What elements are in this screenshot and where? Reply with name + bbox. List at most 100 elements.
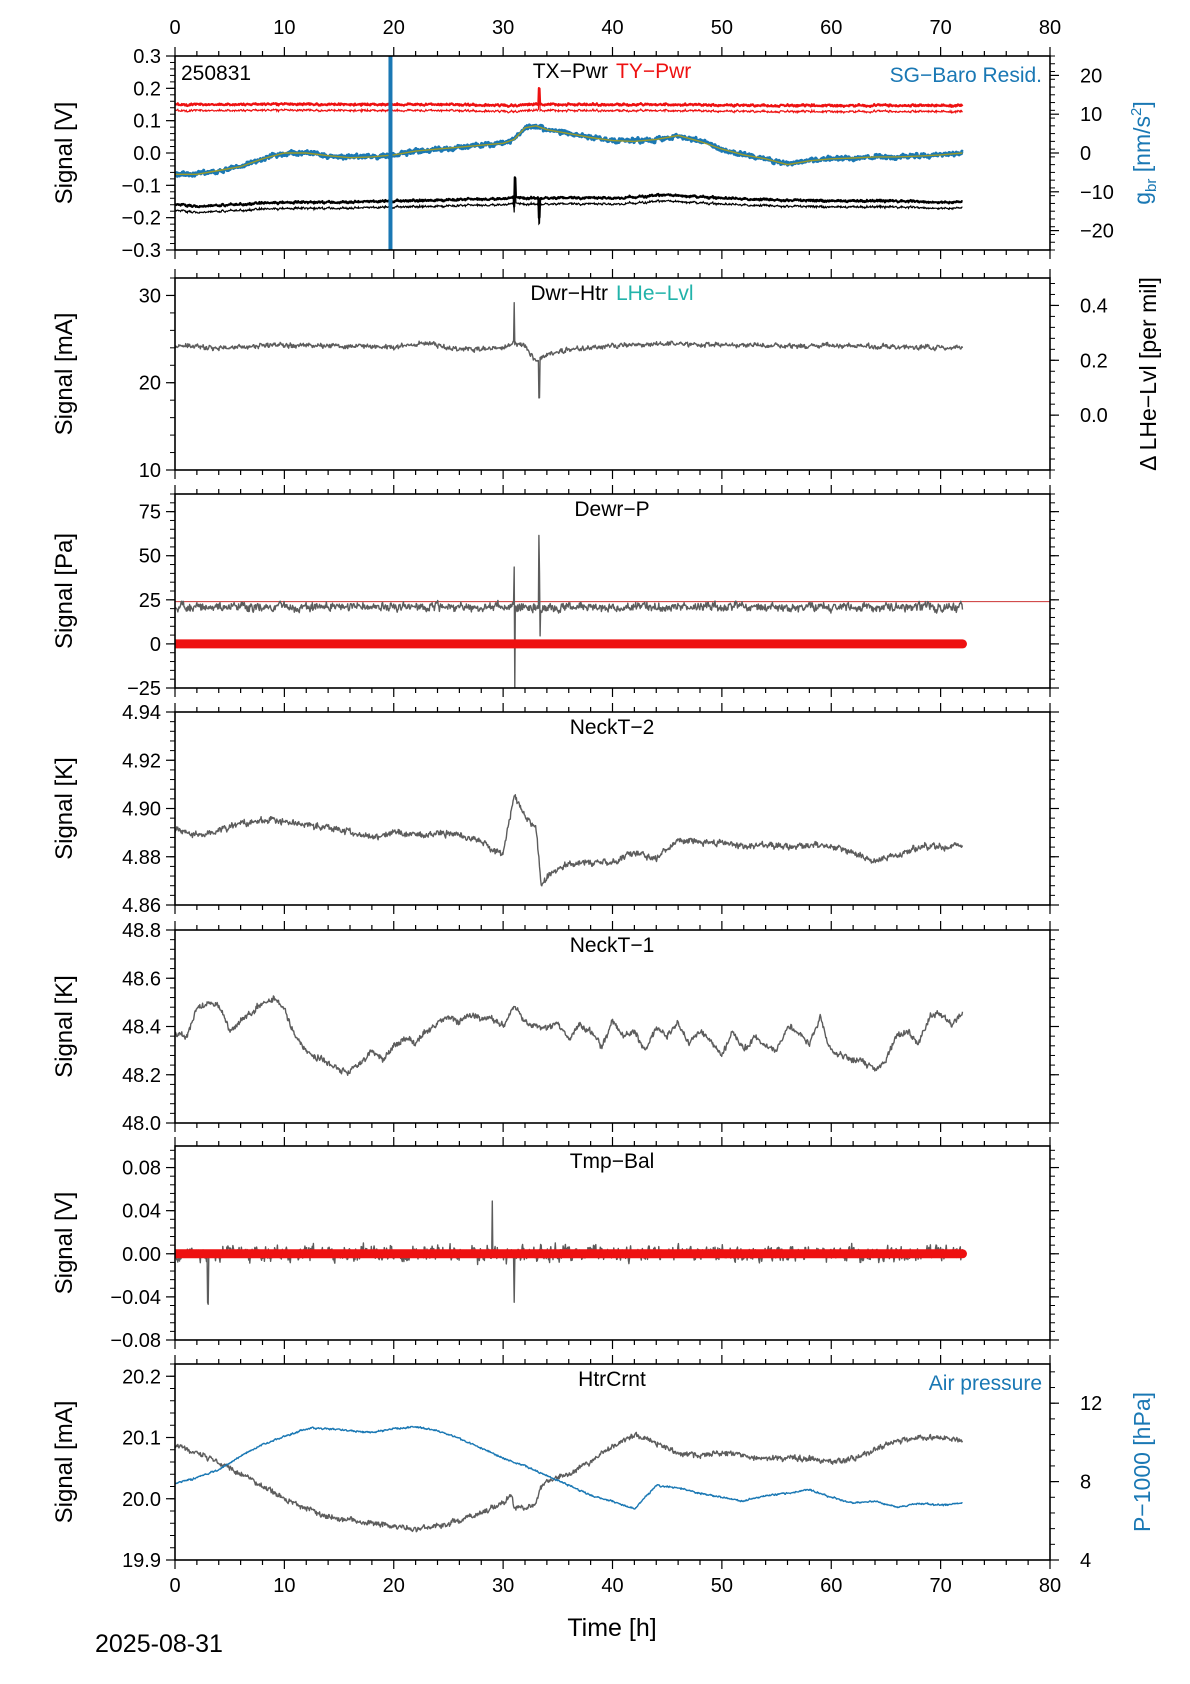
y-tick-label: 0 [150, 634, 161, 656]
panel-frame [174, 493, 1051, 689]
x-tick-label-bottom: 70 [930, 1575, 952, 1597]
x-tick-label-bottom: 10 [273, 1575, 295, 1597]
panel-title: NeckT−1 [570, 934, 655, 957]
series-group [175, 56, 964, 250]
panel-frame [174, 55, 1051, 251]
x-tick-label-top: 20 [383, 17, 405, 39]
series-group [175, 534, 1050, 688]
panel-p2: 10 20 30 0.0 0.2 0.4 Δ LHe−Lvl [per mil] Signal… [51, 269, 1161, 482]
series-group [175, 794, 964, 887]
panel-frame [174, 1363, 1051, 1561]
y-tick-label: 0.0 [133, 143, 161, 165]
right-y-tick-label: 0.2 [1080, 350, 1108, 372]
x-tick-label-top: 70 [930, 17, 952, 39]
y-tick-label: 19.9 [122, 1550, 161, 1572]
y-tick-label: −0.1 [122, 175, 161, 197]
y-tick-label: −25 [127, 678, 161, 700]
series-line [175, 534, 964, 688]
date-label: 2025-08-31 [95, 1630, 223, 1658]
series-group [175, 302, 964, 399]
panel-p5: 48.0 48.2 48.4 48.6 48.8 Signal [K] NeckT−1 [51, 920, 1059, 1135]
x-tick-label-top: 60 [820, 17, 842, 39]
right-y-tick-label: 12 [1080, 1393, 1102, 1415]
series-line [175, 123, 964, 178]
right-axis-label: Δ LHe−Lvl [per mil] [1135, 277, 1161, 471]
series-group [175, 995, 964, 1076]
y-tick-label: 4.92 [122, 750, 161, 772]
x-tick-label-top: 40 [601, 17, 623, 39]
x-tick-label-top: 30 [492, 17, 514, 39]
y-tick-label: 48.6 [122, 968, 161, 990]
y-tick-label: 20.2 [122, 1366, 161, 1388]
y-tick-label: −0.2 [122, 208, 161, 230]
y-tick-label: 48.0 [122, 1113, 161, 1135]
y-axis-label: Signal [mA] [51, 1401, 78, 1524]
panel-title: TX−Pwr TY−Pwr [533, 60, 692, 83]
panel-title: Dwr−Htr LHe−Lvl [530, 282, 693, 305]
right-y-tick-label: 4 [1080, 1550, 1091, 1572]
panel-frame [174, 277, 1051, 471]
right-y-tick-label: 8 [1080, 1472, 1091, 1494]
right-axis-label: gbr [nm/s2] [1128, 101, 1160, 205]
x-tick-label-bottom: 80 [1039, 1575, 1061, 1597]
x-tick-label-bottom: 30 [492, 1575, 514, 1597]
y-axis-label: Signal [K] [51, 757, 78, 860]
corner-label: SG−Baro Resid. [890, 64, 1042, 87]
right-axis-label: P−1000 [hPa] [1129, 1392, 1155, 1532]
y-tick-label: 4.94 [122, 702, 161, 724]
y-tick-label: 25 [139, 590, 161, 612]
right-y-tick-label: 20 [1080, 65, 1102, 87]
y-tick-label: 0.1 [133, 111, 161, 133]
right-y-tick-label: 0 [1080, 143, 1091, 165]
y-axis-label: Signal [V] [51, 102, 78, 205]
y-tick-label: 0.3 [133, 46, 161, 68]
x-tick-label-bottom: 50 [711, 1575, 733, 1597]
series-line [175, 995, 964, 1076]
x-tick-label-top: 0 [169, 17, 180, 39]
y-tick-label: −0.04 [110, 1287, 161, 1309]
y-axis-label: Signal [mA] [51, 313, 78, 436]
right-y-tick-label: −10 [1080, 182, 1114, 204]
y-tick-label: 20.1 [122, 1428, 161, 1450]
y-tick-label: 48.2 [122, 1065, 161, 1087]
right-y-tick-label: −20 [1080, 221, 1114, 243]
right-y-tick-label: 10 [1080, 104, 1102, 126]
series-line [175, 176, 963, 219]
right-y-tick-label: 0.4 [1080, 295, 1108, 317]
panel-title: HtrCrnt [578, 1368, 646, 1391]
chart-panels: −0.3 −0.2 −0.1 0.0 0.1 0.2 0.3 −20 −10 0 10 20 gbr [… [51, 46, 1161, 1572]
y-tick-label: 48.4 [122, 1017, 161, 1039]
y-tick-label: 0.00 [122, 1244, 161, 1266]
bottom-x-axis: 0 10 20 30 40 50 60 70 80 [169, 1575, 1061, 1597]
right-y-tick-label: 0.0 [1080, 405, 1108, 427]
x-tick-label-bottom: 0 [169, 1575, 180, 1597]
y-axis-label: Signal [K] [51, 975, 78, 1078]
panel-stamp: 250831 [181, 62, 251, 85]
panel-title: NeckT−2 [570, 716, 655, 739]
x-tick-label-bottom: 60 [820, 1575, 842, 1597]
series-group [175, 1200, 967, 1305]
series-line [175, 302, 964, 399]
panel-p4: 4.86 4.88 4.90 4.92 4.94 Signal [K] NeckT−2 [51, 702, 1059, 917]
y-tick-label: 30 [139, 285, 161, 307]
series-line [175, 794, 964, 887]
series-line-offset [175, 181, 963, 226]
top-x-axis: 0 10 20 30 40 50 60 70 80 [169, 17, 1061, 39]
panel-p7: 19.9 20.0 20.1 20.2 4 8 12 P−1000 [hPa] Signal [… [51, 1355, 1155, 1572]
y-tick-label: 48.8 [122, 920, 161, 942]
series-smoothed [175, 125, 963, 175]
series-line [175, 1425, 963, 1510]
series-line [175, 1431, 964, 1533]
corner-label: Air pressure [929, 1372, 1042, 1395]
y-tick-label: 0.04 [122, 1201, 161, 1223]
y-tick-label: 20 [139, 373, 161, 395]
y-tick-label: 10 [139, 460, 161, 482]
y-tick-label: 20.0 [122, 1489, 161, 1511]
panel-p1: −0.3 −0.2 −0.1 0.0 0.1 0.2 0.3 −20 −10 0 10 20 gbr [… [51, 46, 1160, 262]
y-tick-label: −0.3 [122, 240, 161, 262]
y-tick-label: −0.08 [110, 1330, 161, 1352]
y-tick-label: 50 [139, 546, 161, 568]
y-tick-label: 0.2 [133, 78, 161, 100]
y-axis-label: Signal [V] [51, 1192, 78, 1295]
